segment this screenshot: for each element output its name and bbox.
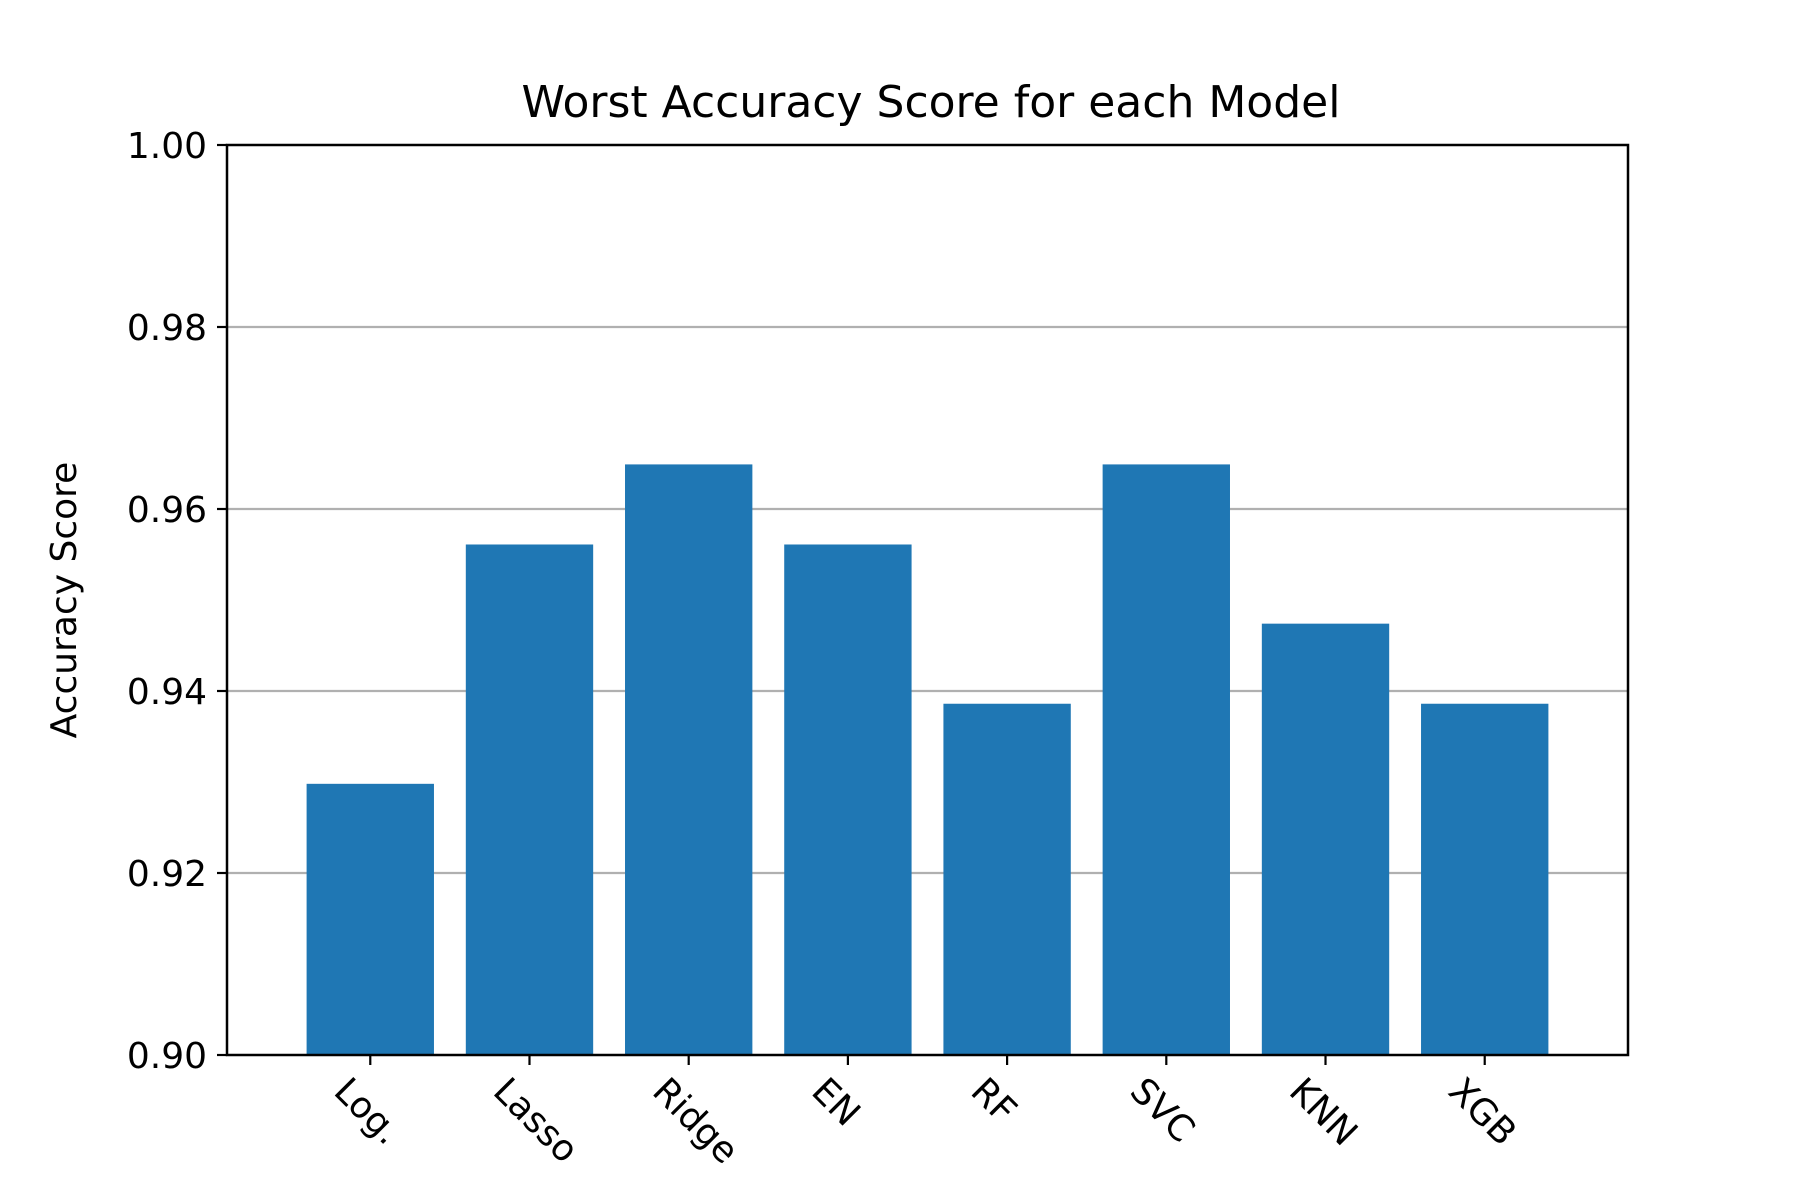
x-axis-ticks: Log. Lasso Ridge EN RF SVC KNN XGB — [326, 1055, 1524, 1172]
y-axis-ticks: 0.90 0.92 0.94 0.96 0.98 1.00 — [127, 126, 227, 1077]
bar-ridge — [625, 464, 753, 1055]
bar-log — [306, 783, 434, 1055]
bar-xgb — [1421, 703, 1549, 1055]
y-tick-label: 0.98 — [127, 308, 207, 349]
bar-en — [784, 544, 912, 1055]
bar-svc — [1102, 464, 1230, 1055]
x-tick-label: Ridge — [644, 1070, 746, 1172]
grid-lines — [227, 325, 1628, 875]
bar-knn — [1261, 623, 1390, 1055]
x-tick-label: RF — [963, 1070, 1024, 1131]
x-tick-label: Log. — [326, 1070, 409, 1153]
y-tick-label: 0.92 — [127, 854, 207, 895]
x-tick-label: Lasso — [485, 1070, 586, 1171]
y-axis-label: Accuracy Score — [44, 462, 85, 739]
x-tick-label: KNN — [1281, 1070, 1365, 1154]
y-tick-label: 0.90 — [127, 1036, 207, 1077]
y-tick-label: 1.00 — [127, 126, 207, 167]
bar-lasso — [465, 544, 594, 1055]
bar-rf — [943, 703, 1071, 1055]
y-tick-label: 0.96 — [127, 490, 207, 531]
x-tick-label: EN — [804, 1070, 868, 1134]
bars — [306, 464, 1549, 1055]
x-tick-label: SVC — [1122, 1070, 1202, 1150]
chart-title: Worst Accuracy Score for each Model — [522, 77, 1341, 128]
plot-frame — [225, 143, 1630, 1057]
y-tick-label: 0.94 — [127, 672, 207, 713]
x-tick-label: XGB — [1440, 1070, 1524, 1154]
